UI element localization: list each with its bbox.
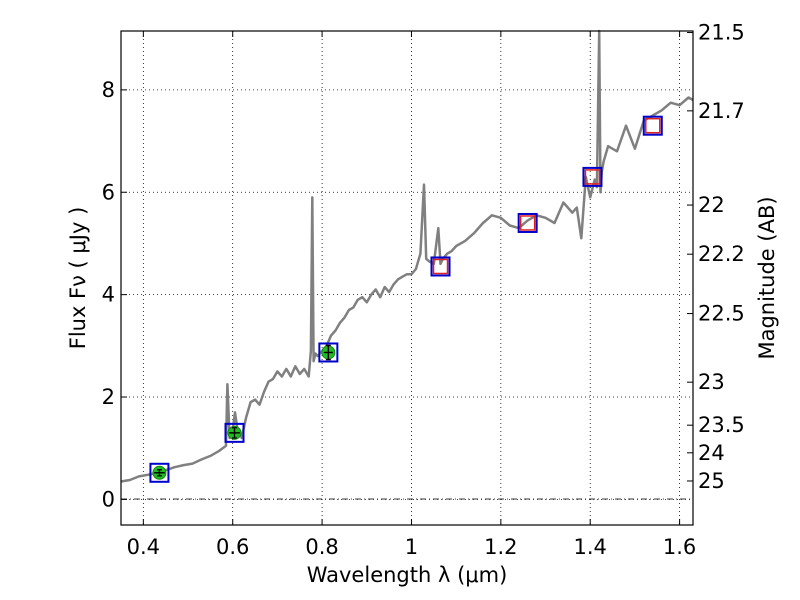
x-tick-label: 1 bbox=[405, 535, 418, 559]
y2-tick-label: 21.5 bbox=[698, 21, 745, 45]
y2-tick-label: 21.7 bbox=[698, 99, 745, 123]
x-axis-label: Wavelength λ (μm) bbox=[307, 563, 508, 587]
x-tick-label: 0.6 bbox=[216, 535, 249, 559]
model-flux-marker bbox=[318, 342, 339, 363]
y-tick-label: 0 bbox=[102, 487, 115, 511]
model-flux-marker bbox=[517, 212, 538, 233]
y2-tick-label: 22.2 bbox=[698, 242, 745, 266]
y2-axis-label: Magnitude (AB) bbox=[755, 196, 779, 359]
x-tick-label: 0.8 bbox=[305, 535, 338, 559]
model-flux-marker bbox=[149, 462, 170, 483]
model-flux-marker bbox=[430, 256, 451, 277]
y-axis-label: Flux Fν ( μJy ) bbox=[66, 207, 90, 350]
model-flux-marker bbox=[642, 115, 663, 136]
photometry-markers bbox=[149, 115, 663, 483]
y2-tick-label: 24 bbox=[698, 441, 725, 465]
plot-frame bbox=[120, 30, 694, 526]
y2-tick-label: 23 bbox=[698, 370, 725, 394]
upper-limit-marker bbox=[432, 258, 449, 275]
x-tick-label: 0.4 bbox=[127, 535, 160, 559]
y2-tick-label: 25 bbox=[698, 469, 725, 493]
model-flux-marker bbox=[224, 422, 245, 443]
grid bbox=[121, 31, 693, 525]
spectrum-line bbox=[120, 29, 694, 483]
y-tick-label: 4 bbox=[102, 283, 115, 307]
y-tick-label: 6 bbox=[102, 180, 115, 204]
upper-limit-marker bbox=[645, 117, 661, 134]
x-tick-label: 1.2 bbox=[484, 535, 517, 559]
model-flux-marker bbox=[582, 166, 603, 187]
y2-tick-label: 22 bbox=[698, 193, 725, 217]
axis-ticks: 0.4 0.6 0.8 1 1.2 1.4 1.60246821.521.72222.222… bbox=[102, 21, 745, 559]
y2-tick-label: 22.5 bbox=[698, 302, 745, 326]
upper-limit-marker bbox=[584, 169, 601, 185]
upper-limit-marker bbox=[519, 215, 536, 231]
x-tick-label: 1.6 bbox=[663, 535, 696, 559]
y-tick-label: 2 bbox=[102, 385, 115, 409]
y2-tick-label: 23.5 bbox=[698, 413, 745, 437]
x-tick-label: 1.4 bbox=[574, 535, 607, 559]
y-tick-label: 8 bbox=[102, 78, 115, 102]
